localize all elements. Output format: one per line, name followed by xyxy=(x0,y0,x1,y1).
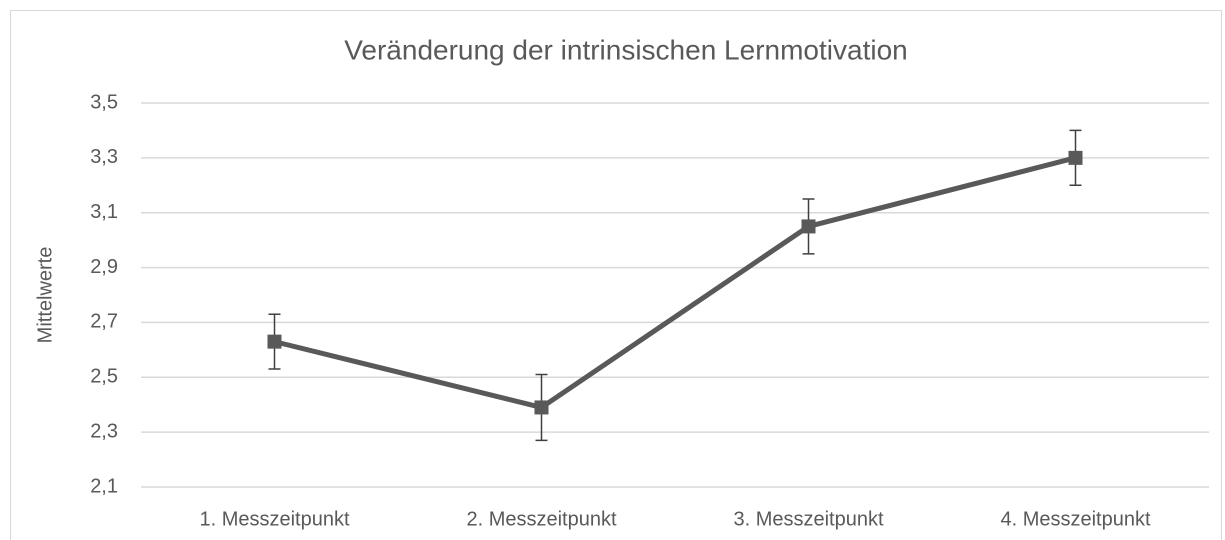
chart-border xyxy=(10,10,1222,540)
y-tick-label: 2,7 xyxy=(90,311,118,333)
y-tick-label: 2,9 xyxy=(90,256,118,278)
line xyxy=(273,155,1077,410)
y-tick-label: 3,5 xyxy=(90,91,118,113)
chart-title: Veränderung der intrinsischen Lernmotiva… xyxy=(344,34,907,65)
marker xyxy=(267,334,282,349)
x-tick-label: 1. Messzeitpunkt xyxy=(199,508,350,530)
x-tick-label: 3. Messzeitpunkt xyxy=(733,508,884,530)
y-axis-label: Mittelwerte xyxy=(34,247,56,344)
y-tick-label: 2,1 xyxy=(90,475,118,497)
marker xyxy=(1068,150,1083,165)
y-tick-label: 3,1 xyxy=(90,201,118,223)
y-tick-label: 2,3 xyxy=(90,420,118,442)
marker xyxy=(801,219,816,234)
y-tick-label: 3,3 xyxy=(90,146,118,168)
x-tick-label: 2. Messzeitpunkt xyxy=(466,508,617,530)
marker xyxy=(534,400,549,415)
x-tick-label: 4. Messzeitpunkt xyxy=(1000,508,1151,530)
y-tick-label: 2,5 xyxy=(90,366,118,388)
